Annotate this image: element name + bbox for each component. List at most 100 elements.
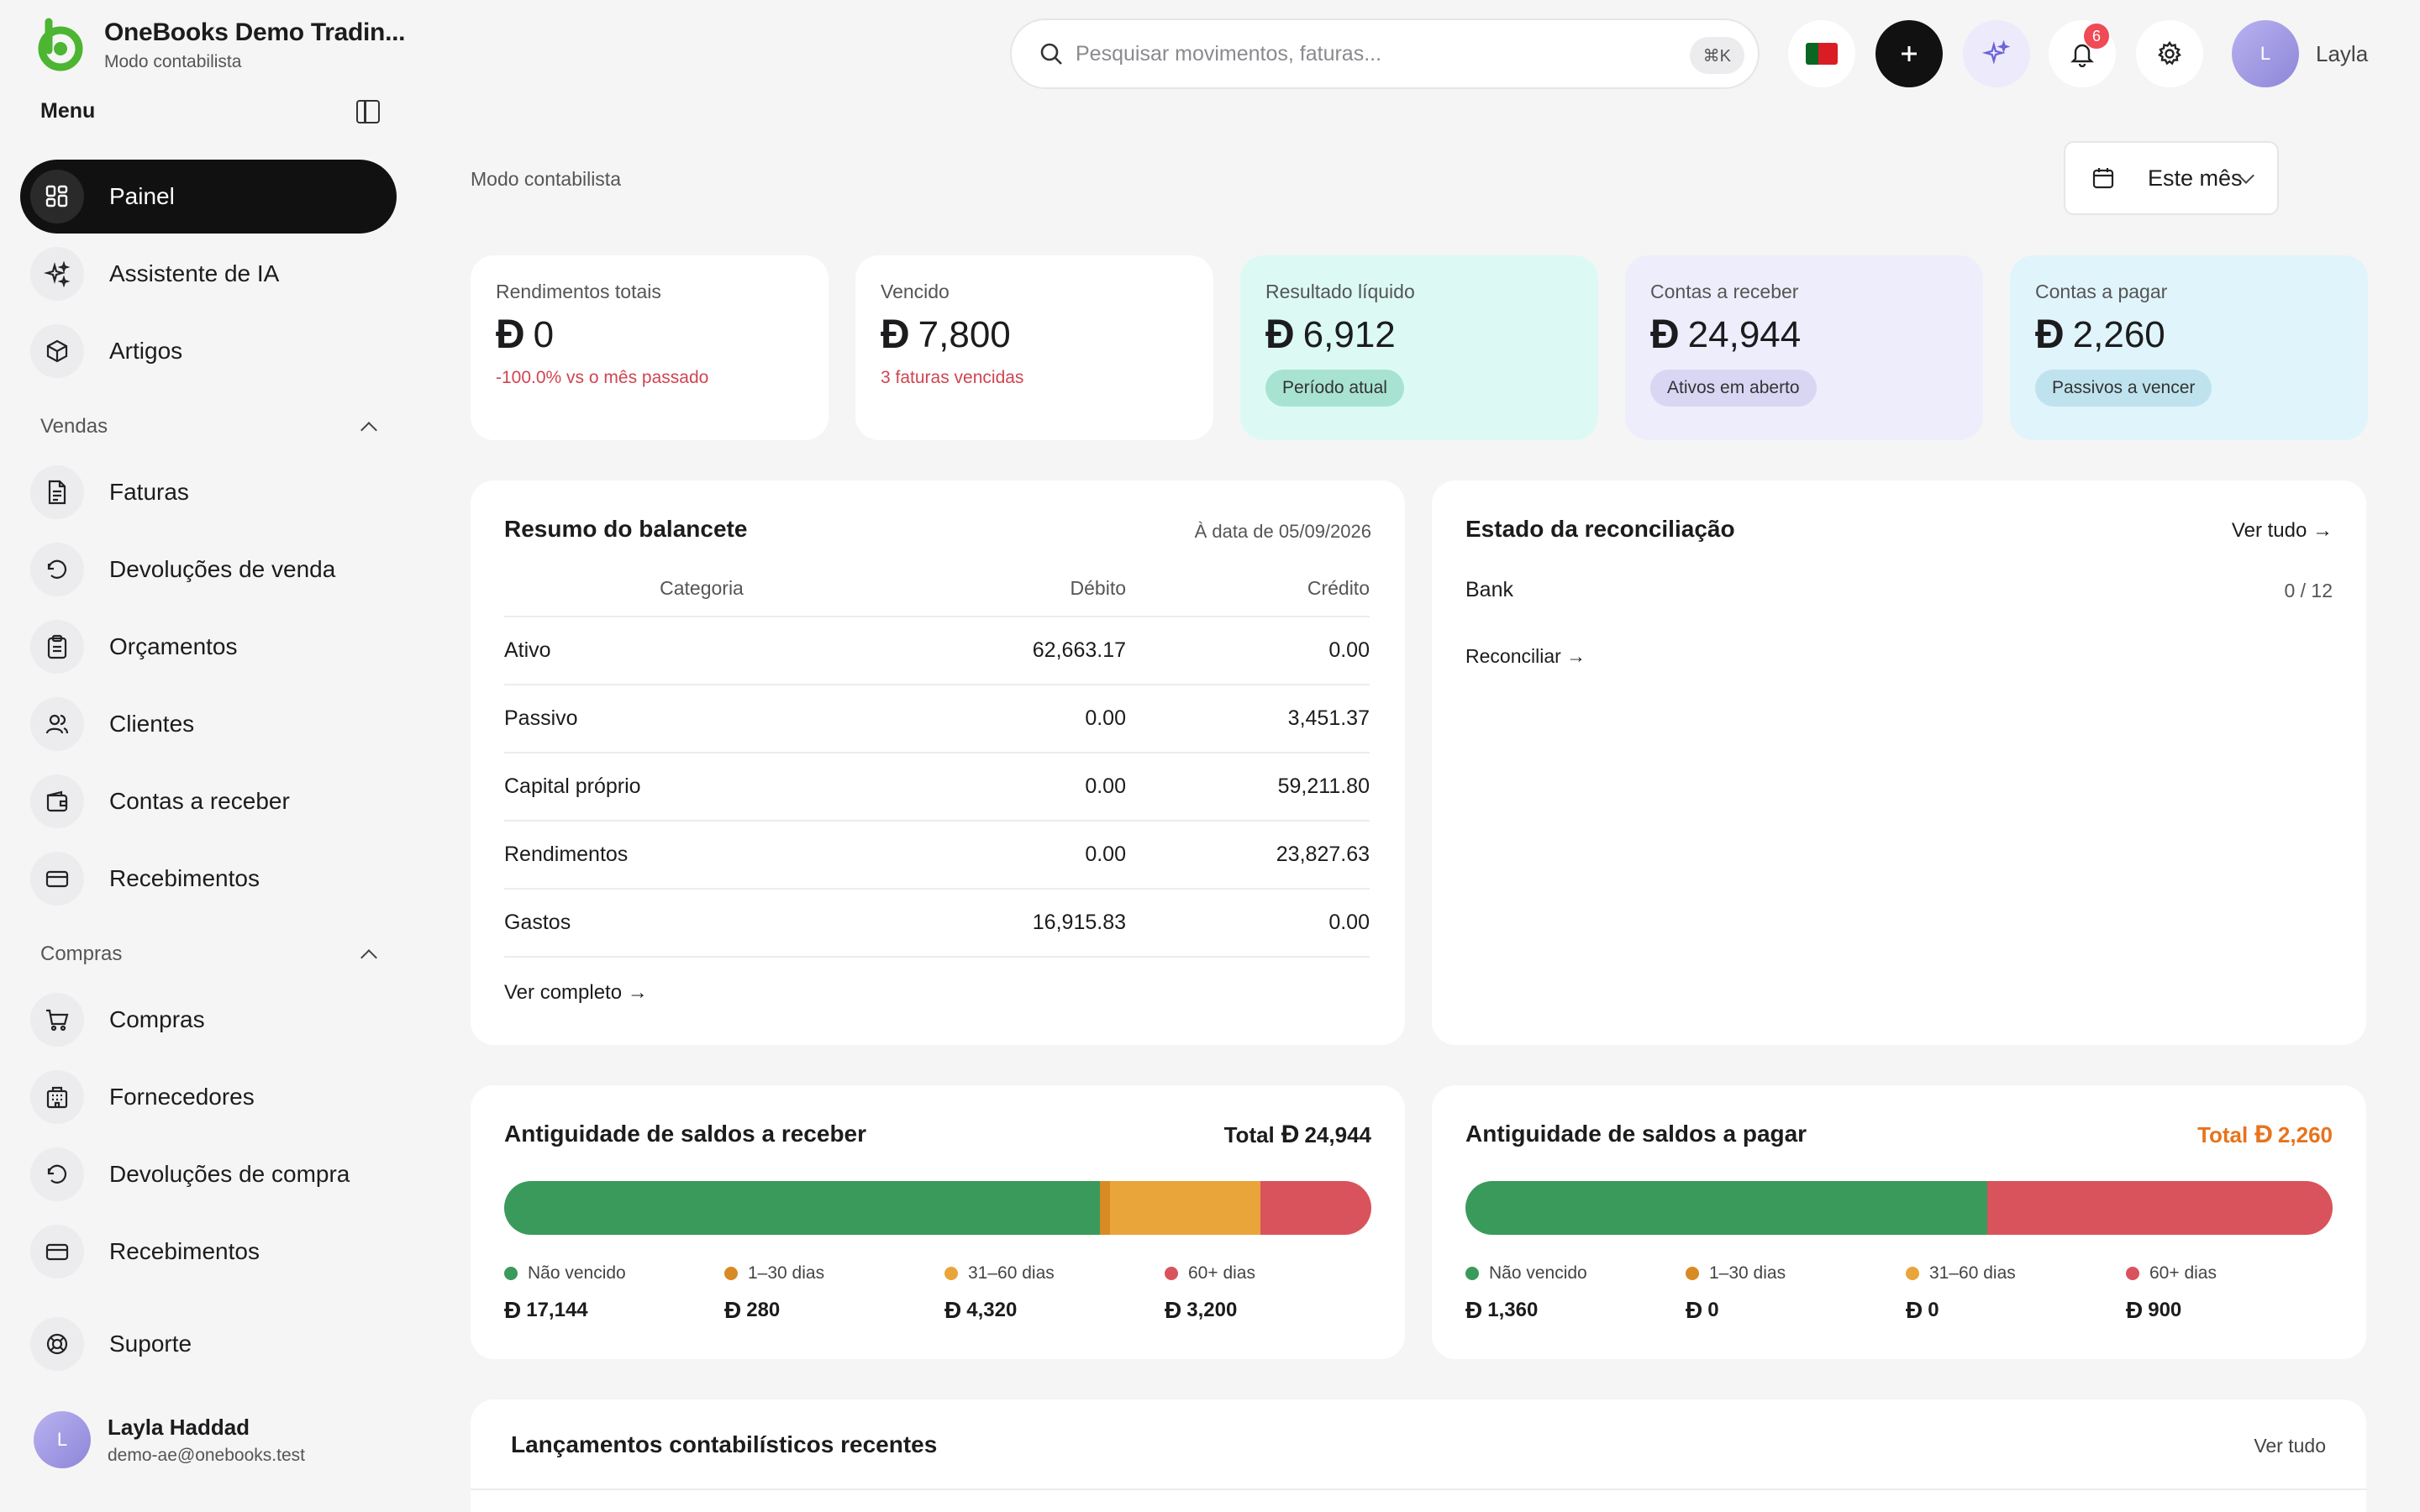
aging-segment-3: [1109, 1181, 1260, 1235]
receivables-aging-card: Antiguidade de saldos a receber Total Ð …: [471, 1085, 1405, 1359]
sidebar-item-painel[interactable]: Painel: [20, 160, 397, 234]
view-full-balance-link[interactable]: Ver completo →: [504, 981, 648, 1004]
currency-symbol: Ð: [1281, 1121, 1300, 1148]
column-header: Crédito: [1126, 561, 1370, 617]
category-cell: Capital próprio: [504, 753, 899, 822]
total-label: Total: [1223, 1121, 1275, 1147]
legend-label: 60+ dias: [2149, 1263, 2217, 1283]
invoice-icon: [30, 465, 84, 519]
legend-item: 60+ dias Ð 3,200: [1165, 1263, 1385, 1324]
sidebar-item-faturas[interactable]: Faturas: [20, 455, 397, 529]
sidebar-item-clientes[interactable]: Clientes: [20, 687, 397, 761]
kpi-value: 2,260: [2072, 313, 2165, 355]
section-title: Vendas: [40, 415, 108, 438]
reconcile-link[interactable]: Reconciliar →: [1465, 645, 1586, 667]
receivables-legend: Não vencido Ð 17,144 1–30 dias Ð 280 31–60…: [504, 1263, 1385, 1324]
kpi-net-result[interactable]: Resultado líquido Ð 6,912 Período atual: [1240, 255, 1598, 440]
table-row: Ativo 62,663.17 0.00: [504, 617, 1370, 685]
company-mode: Modo contabilista: [104, 52, 242, 71]
sparkles-icon: [30, 247, 84, 301]
sidebar-item-label: Faturas: [109, 479, 189, 505]
card-title: Estado da reconciliação: [1465, 516, 1735, 542]
sidebar-item-recebimentos-vendas[interactable]: Recebimentos: [20, 842, 397, 916]
category-cell: Passivo: [504, 685, 899, 753]
notification-count-badge: 6: [2084, 24, 2109, 49]
clipboard-icon: [30, 620, 84, 674]
currency-symbol: Ð: [2126, 1297, 2144, 1323]
sidebar-item-devolucoes-venda[interactable]: Devoluções de venda: [20, 533, 397, 606]
search-icon: [1040, 43, 1062, 65]
legend-value: 1,360: [1487, 1299, 1539, 1321]
debit-cell: 0.00: [899, 685, 1126, 753]
section-vendas[interactable]: Vendas: [40, 415, 380, 438]
aging-segment-1: [504, 1181, 1101, 1235]
section-compras[interactable]: Compras: [40, 942, 380, 966]
legend-dot: [1686, 1267, 1699, 1280]
language-button[interactable]: [1788, 20, 1855, 87]
kpi-pill: Ativos em aberto: [1650, 370, 1817, 407]
legend-value: 900: [2148, 1299, 2182, 1321]
kpi-overdue[interactable]: Vencido Ð 7,800 3 faturas vencidas: [855, 255, 1213, 440]
sidebar-item-assistente-ia[interactable]: Assistente de IA: [20, 237, 397, 311]
search-bar[interactable]: ⌘K: [1010, 18, 1760, 89]
balance-date: À data de 05/09/2026: [1194, 521, 1371, 542]
legend-dot: [944, 1267, 958, 1280]
sidebar-item-devolucoes-compra[interactable]: Devoluções de compra: [20, 1137, 397, 1211]
currency-symbol: Ð: [504, 1297, 522, 1323]
aging-segment-2: [1100, 1181, 1110, 1235]
brand[interactable]: OneBooks Demo Tradin... Modo contabilist…: [32, 17, 405, 74]
currency-symbol: Ð: [1906, 1297, 1923, 1323]
calendar-icon: [2092, 168, 2114, 189]
user-menu[interactable]: L Layla: [2232, 20, 2368, 87]
sidebar-item-orcamentos[interactable]: Orçamentos: [20, 610, 397, 684]
sidebar-toggle-icon[interactable]: [356, 99, 380, 123]
ai-assistant-button[interactable]: [1963, 20, 2030, 87]
building-icon: [30, 1070, 84, 1124]
settings-button[interactable]: [2136, 20, 2203, 87]
aging-segment-4: [1987, 1181, 2333, 1235]
sidebar-item-fornecedores[interactable]: Fornecedores: [20, 1060, 397, 1134]
lifebuoy-icon: [30, 1317, 84, 1371]
legend-dot: [504, 1267, 518, 1280]
sidebar-user[interactable]: L Layla Haddad demo-ae@onebooks.test: [34, 1411, 305, 1468]
sidebar-item-recebimentos-compras[interactable]: Recebimentos: [20, 1215, 397, 1289]
kpi-pill: Período atual: [1265, 370, 1404, 407]
notifications-button[interactable]: 6: [2049, 20, 2116, 87]
create-new-button[interactable]: [1876, 20, 1943, 87]
chevron-up-icon: [360, 422, 377, 438]
view-all-link[interactable]: Ver tudo: [2254, 1435, 2326, 1457]
sidebar-item-compras[interactable]: Compras: [20, 983, 397, 1057]
sidebar-item-label: Assistente de IA: [109, 260, 280, 286]
kpi-label: Contas a receber: [1650, 281, 1799, 302]
kpi-receivables[interactable]: Contas a receber Ð 24,944 Ativos em abert…: [1625, 255, 1983, 440]
credit-cell: 59,211.80: [1126, 753, 1370, 822]
return-icon: [30, 543, 84, 596]
sidebar-item-label: Devoluções de compra: [109, 1161, 350, 1187]
sidebar-item-artigos[interactable]: Artigos: [20, 314, 397, 388]
payables-total: Total Ð 2,260: [2197, 1121, 2333, 1149]
currency-symbol: Ð: [1686, 1297, 1703, 1323]
category-cell: Gastos: [504, 889, 899, 958]
legend-label: 31–60 dias: [1929, 1263, 2016, 1283]
sidebar-item-contas-receber[interactable]: Contas a receber: [20, 764, 397, 838]
search-input[interactable]: [1076, 41, 1647, 66]
sidebar-item-label: Suporte: [109, 1331, 192, 1357]
kpi-label: Resultado líquido: [1265, 281, 1415, 302]
portugal-flag-icon: [1806, 43, 1838, 65]
avatar: L: [34, 1411, 91, 1468]
sidebar-item-suporte[interactable]: Suporte: [20, 1307, 397, 1381]
kpi-payables[interactable]: Contas a pagar Ð 2,260 Passivos a vencer: [2010, 255, 2368, 440]
period-select[interactable]: Este mês: [2064, 141, 2279, 215]
trial-balance-card: Resumo do balancete À data de 05/09/2026…: [471, 480, 1405, 1045]
gear-icon: [2158, 40, 2181, 66]
legend-item: Não vencido Ð 1,360: [1465, 1263, 1686, 1324]
menu-title: Menu: [40, 99, 96, 123]
legend-value: 17,144: [526, 1299, 588, 1321]
credit-cell: 0.00: [1126, 617, 1370, 685]
view-all-link[interactable]: Ver tudo →: [2231, 519, 2333, 542]
receivables-total: Total Ð 24,944: [1224, 1121, 1371, 1149]
debit-cell: 0.00: [899, 753, 1126, 822]
legend-value: 280: [746, 1299, 781, 1321]
bank-account-name: Bank: [1465, 578, 1513, 601]
